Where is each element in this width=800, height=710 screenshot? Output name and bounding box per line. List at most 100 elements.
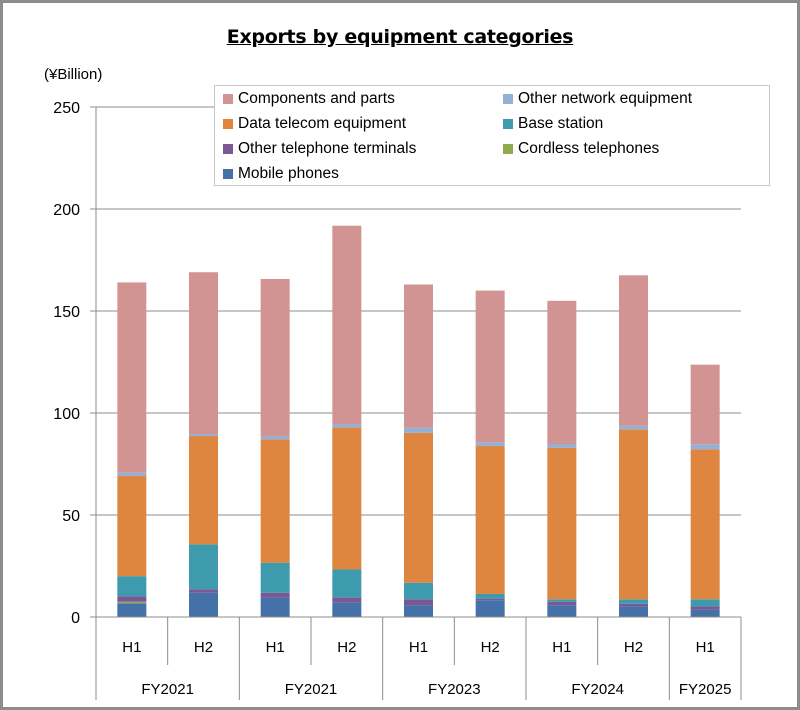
- legend-swatch: [223, 144, 233, 154]
- bar-segment: [189, 592, 218, 617]
- x-group-label: FY2021: [141, 681, 194, 698]
- bar-segment: [189, 544, 218, 590]
- legend-label: Base station: [518, 115, 604, 132]
- y-axis-unit-label: (¥Billion): [44, 66, 103, 83]
- bars: [117, 225, 720, 617]
- bar-segment: [619, 425, 648, 430]
- legend-label: Components and parts: [238, 90, 395, 107]
- x-group-label: FY2025: [679, 681, 732, 698]
- bar-segment: [117, 476, 147, 577]
- bar-segment: [619, 599, 648, 604]
- legend-item: Base station: [503, 115, 603, 133]
- x-tick-label: H2: [624, 639, 643, 656]
- bar-segment: [117, 576, 147, 597]
- bar-segment: [404, 605, 433, 617]
- bar-segment: [547, 605, 577, 617]
- bar-segment: [690, 364, 720, 445]
- bar-segment: [404, 599, 433, 606]
- legend-item: Data telecom equipment: [223, 115, 406, 133]
- bar-segment: [547, 601, 577, 606]
- bar-segment: [332, 569, 362, 598]
- legend-label: Mobile phones: [238, 165, 339, 182]
- x-tick-label: H1: [696, 639, 715, 656]
- legend-label: Cordless telephones: [518, 140, 660, 157]
- bar-segment: [260, 597, 290, 617]
- bar-segment: [547, 300, 577, 445]
- bar-segment: [260, 592, 290, 598]
- legend-swatch: [223, 119, 233, 129]
- bar-segment: [260, 278, 290, 437]
- bar-segment: [117, 282, 147, 473]
- legend-label: Other network equipment: [518, 90, 693, 107]
- y-tick-label: 0: [71, 610, 80, 627]
- legend-swatch: [223, 94, 233, 104]
- bar-segment: [117, 601, 147, 604]
- bar-segment: [189, 436, 218, 545]
- legend-item: Mobile phones: [223, 165, 339, 183]
- x-tick-label: H1: [552, 639, 571, 656]
- x-tick-label: H1: [266, 639, 285, 656]
- bar-segment: [189, 589, 218, 593]
- bar-segment: [332, 225, 362, 425]
- bar-segment: [117, 596, 147, 602]
- bar-segment: [404, 432, 433, 583]
- legend-swatch: [223, 169, 233, 179]
- y-tick-label: 50: [62, 508, 80, 525]
- x-group-label: FY2023: [428, 681, 481, 698]
- bar-segment: [619, 603, 648, 607]
- bar-segment: [690, 444, 720, 450]
- y-tick-label: 250: [53, 100, 80, 117]
- axes: 0 50 100 150 200 250 H1 H2 H1 H2 H1 H2 H1 H2 H1 FY2021 F…: [53, 100, 742, 700]
- bar-segment: [619, 606, 648, 617]
- bar-segment: [117, 603, 147, 617]
- bar-segment: [475, 442, 505, 447]
- bar-segment: [475, 446, 505, 594]
- y-tick-label: 200: [53, 202, 80, 219]
- x-tick-label: H2: [194, 639, 213, 656]
- bar-segment: [404, 284, 433, 428]
- bar-segment: [475, 600, 505, 617]
- x-group-label: FY2024: [571, 681, 624, 698]
- bar-segment: [189, 434, 218, 437]
- bar-segment: [332, 424, 362, 428]
- y-tick-label: 150: [53, 304, 80, 321]
- x-tick-label: H2: [481, 639, 500, 656]
- x-tick-label: H1: [122, 639, 141, 656]
- bar-segment: [404, 582, 433, 600]
- bar-segment: [690, 606, 720, 610]
- y-tick-label: 100: [53, 406, 80, 423]
- legend-item: Other network equipment: [503, 90, 692, 108]
- bar-segment: [117, 472, 147, 477]
- legend-item: Components and parts: [223, 90, 395, 108]
- legend-item: Cordless telephones: [503, 140, 659, 158]
- bar-segment: [690, 599, 720, 607]
- bar-segment: [260, 439, 290, 563]
- bar-segment: [690, 609, 720, 617]
- bar-segment: [690, 449, 720, 600]
- legend-label: Other telephone terminals: [238, 140, 417, 157]
- bar-segment: [260, 562, 290, 593]
- bar-segment: [260, 436, 290, 440]
- bar-segment: [189, 272, 218, 435]
- legend-swatch: [503, 119, 513, 129]
- bar-segment: [332, 597, 362, 603]
- legend: Components and parts Other network equipm…: [214, 85, 770, 186]
- legend-item: Other telephone terminals: [223, 140, 416, 158]
- chart-title: Exports by equipment categories: [226, 26, 574, 48]
- legend-swatch: [503, 144, 513, 154]
- bar-segment: [475, 290, 505, 443]
- bar-segment: [547, 599, 577, 602]
- x-tick-label: H2: [337, 639, 356, 656]
- bar-segment: [619, 275, 648, 426]
- bar-segment: [475, 593, 505, 599]
- legend-label: Data telecom equipment: [238, 115, 407, 132]
- bar-segment: [332, 427, 362, 570]
- x-tick-label: H1: [409, 639, 428, 656]
- bar-segment: [475, 598, 505, 601]
- x-group-label: FY2021: [285, 681, 338, 698]
- bar-segment: [404, 427, 433, 433]
- legend-swatch: [503, 94, 513, 104]
- bar-segment: [547, 444, 577, 448]
- bar-segment: [619, 429, 648, 600]
- bar-segment: [332, 602, 362, 617]
